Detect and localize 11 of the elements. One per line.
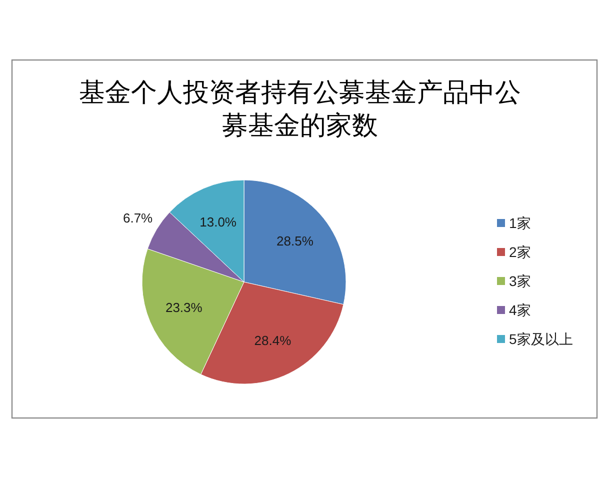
data-label: 28.4% — [254, 333, 292, 348]
legend-label: 4家 — [509, 302, 531, 318]
chart-title: 基金个人投资者持有公募基金产品中公募基金的家数 — [79, 77, 521, 140]
data-label: 28.5% — [276, 234, 314, 249]
data-label: 23.3% — [165, 300, 203, 315]
legend-label: 1家 — [509, 215, 531, 231]
legend-label: 2家 — [509, 244, 531, 260]
data-label: 13.0% — [200, 214, 237, 230]
data-label: 6.7% — [122, 210, 154, 226]
legend-label: 5家及以上 — [509, 331, 573, 347]
legend-label: 3家 — [509, 273, 531, 289]
